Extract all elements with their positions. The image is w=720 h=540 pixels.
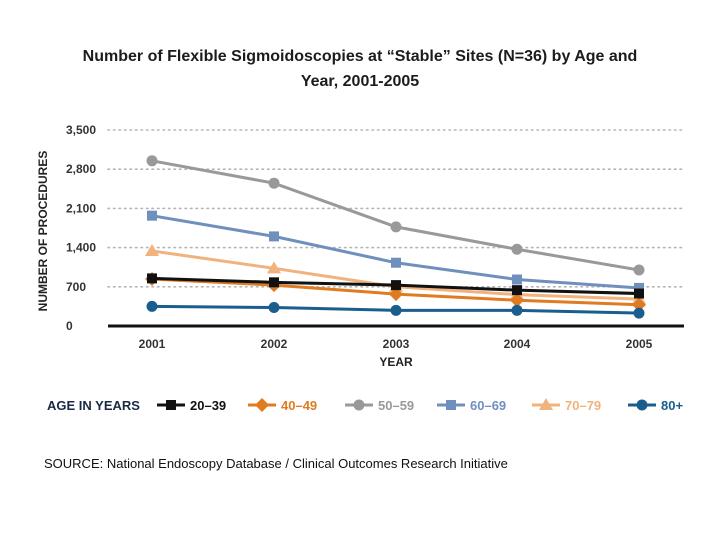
data-point (512, 285, 522, 296)
data-point (390, 221, 402, 233)
legend-marker (353, 399, 365, 411)
legend-label: 80+ (661, 398, 683, 413)
data-point (634, 288, 644, 299)
data-point (632, 297, 646, 312)
x-tick-label: 2004 (504, 337, 531, 351)
x-tick-label: 2002 (261, 337, 288, 351)
y-tick-label: 700 (66, 280, 86, 294)
legend-marker (636, 399, 648, 411)
data-point (268, 177, 280, 189)
legend-label: 70–79 (565, 398, 601, 413)
data-point (510, 293, 524, 308)
chart-title-line-2: Year, 2001-2005 (300, 73, 420, 90)
legend-label: 40–49 (281, 398, 317, 413)
data-point (511, 304, 523, 316)
y-axis-label: NUMBER OF PROCEDURES (36, 151, 50, 312)
data-point (147, 210, 157, 221)
series-line-50–59 (151, 159, 640, 272)
x-tick-label: 2003 (383, 337, 410, 351)
x-tick-label: 2005 (626, 337, 653, 351)
data-point (267, 261, 281, 274)
legend-label: 50–59 (378, 398, 414, 413)
legend-label: 60–69 (470, 398, 506, 413)
y-tick-label: 0 (66, 319, 73, 333)
data-point (269, 277, 279, 288)
data-point (391, 257, 401, 268)
data-point (147, 273, 157, 284)
source-note: SOURCE: National Endoscopy Database / Cl… (44, 456, 508, 471)
data-point (633, 307, 645, 319)
data-point (269, 231, 279, 242)
legend-marker (166, 400, 176, 410)
data-point (145, 243, 159, 256)
data-point (634, 282, 644, 293)
data-point (511, 243, 523, 255)
y-tick-label: 3,500 (66, 123, 96, 137)
chart-title-line-1: Number of Flexible Sigmoidoscopies at “S… (82, 48, 638, 65)
data-point (146, 300, 158, 312)
x-tick-label: 2001 (139, 337, 166, 351)
data-point (389, 287, 403, 302)
data-point (390, 304, 402, 316)
x-axis-label: YEAR (379, 355, 413, 369)
y-tick-label: 1,400 (66, 241, 96, 255)
data-point (268, 302, 280, 314)
legend-marker (255, 398, 269, 412)
legend-marker (539, 398, 553, 410)
legend-title: AGE IN YEARS (47, 398, 140, 413)
data-point (512, 274, 522, 285)
chart-title: Number of Flexible Sigmoidoscopies at “S… (30, 44, 690, 94)
legend-marker (446, 400, 456, 410)
y-tick-label: 2,800 (66, 162, 96, 176)
data-point (633, 264, 645, 276)
data-point (391, 280, 401, 291)
y-tick-label: 2,100 (66, 201, 96, 215)
data-point (146, 155, 158, 167)
legend-label: 20–39 (190, 398, 226, 413)
